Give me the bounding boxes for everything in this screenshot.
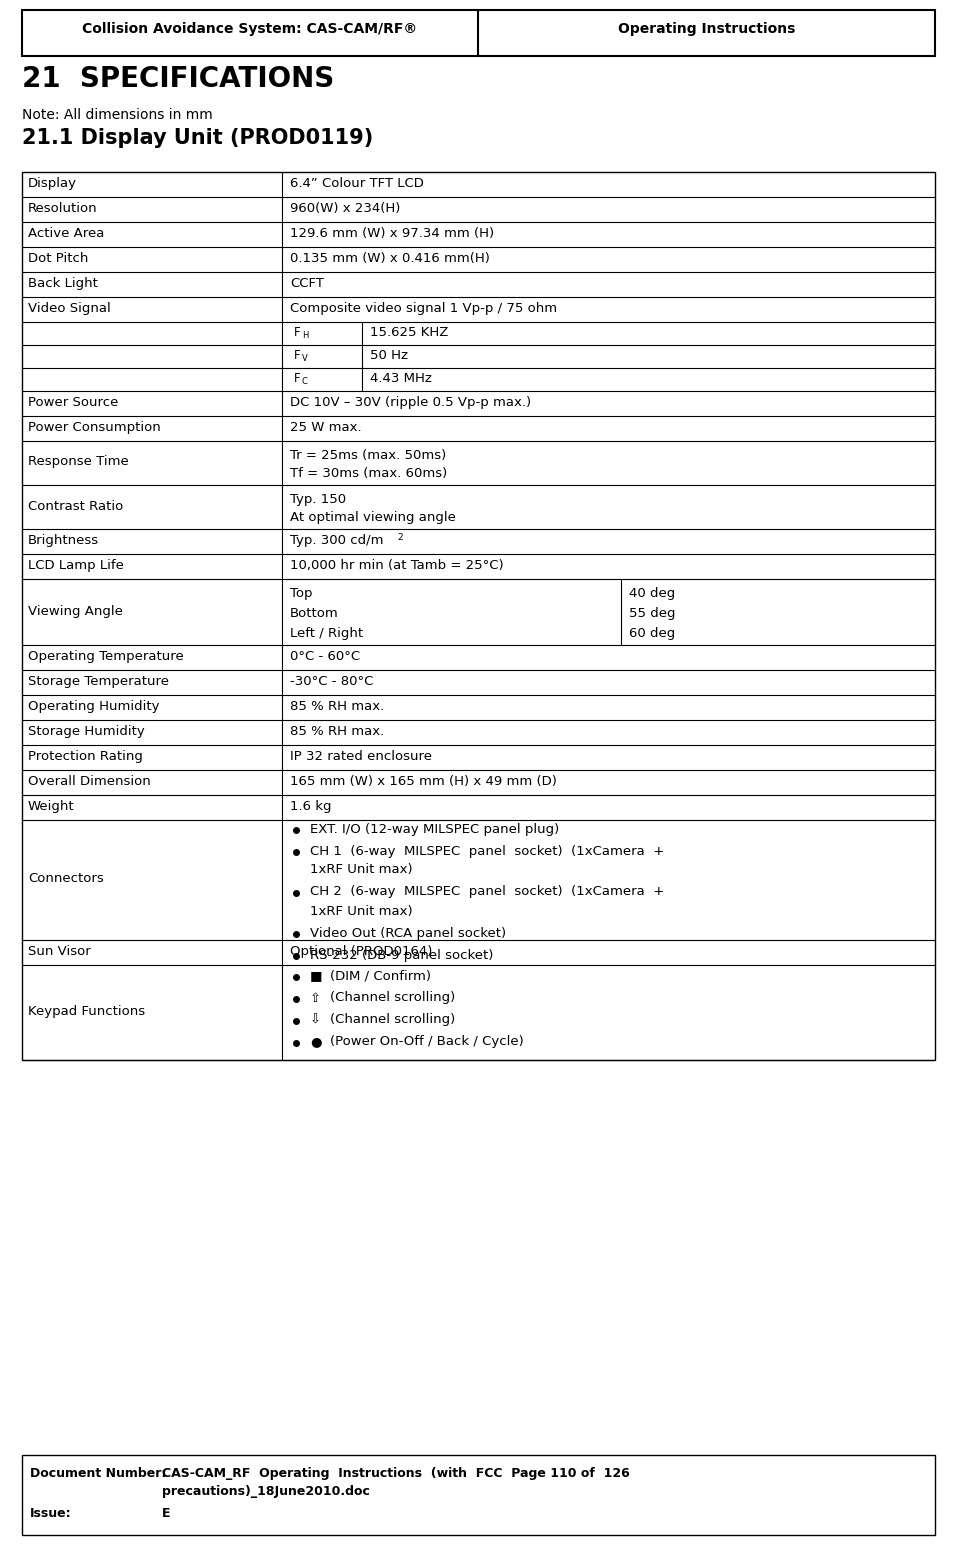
Text: 0°C - 60°C: 0°C - 60°C <box>290 649 360 663</box>
Text: ⇩: ⇩ <box>310 1014 322 1027</box>
Text: Power Consumption: Power Consumption <box>28 421 161 434</box>
Text: 10,000 hr min (at Tamb = 25°C): 10,000 hr min (at Tamb = 25°C) <box>290 560 503 572</box>
Text: Dot Pitch: Dot Pitch <box>28 252 88 264</box>
Text: 960(W) x 234(H): 960(W) x 234(H) <box>290 203 400 215</box>
Text: LCD Lamp Life: LCD Lamp Life <box>28 560 123 572</box>
Text: 55 deg: 55 deg <box>629 608 676 620</box>
Text: (Channel scrolling): (Channel scrolling) <box>330 1014 456 1027</box>
Text: Typ. 300 cd/m: Typ. 300 cd/m <box>290 533 384 547</box>
Text: Keypad Functions: Keypad Functions <box>28 1005 145 1017</box>
Text: 1xRF Unit max): 1xRF Unit max) <box>310 904 412 917</box>
Text: Back Light: Back Light <box>28 277 98 291</box>
Text: 15.625 KHZ: 15.625 KHZ <box>370 326 449 339</box>
Text: CAS-CAM_RF  Operating  Instructions  (with  FCC  Page 110 of  126: CAS-CAM_RF Operating Instructions (with … <box>162 1467 630 1480</box>
Bar <box>22 172 935 1061</box>
Text: Overall Dimension: Overall Dimension <box>28 775 151 788</box>
Text: H: H <box>302 331 308 340</box>
Text: (Power On-Off / Back / Cycle): (Power On-Off / Back / Cycle) <box>330 1036 523 1048</box>
Text: ■: ■ <box>310 969 323 983</box>
Text: RS-232 (DB-9 panel socket): RS-232 (DB-9 panel socket) <box>310 949 494 962</box>
Text: Operating Humidity: Operating Humidity <box>28 700 160 713</box>
Text: Collision Avoidance System: CAS-CAM/RF®: Collision Avoidance System: CAS-CAM/RF® <box>82 22 417 36</box>
Text: Sun Visor: Sun Visor <box>28 945 91 959</box>
Text: EXT. I/O (12-way MILSPEC panel plug): EXT. I/O (12-way MILSPEC panel plug) <box>310 822 559 835</box>
Text: IP 32 rated enclosure: IP 32 rated enclosure <box>290 750 432 764</box>
Text: V: V <box>302 354 308 363</box>
Text: Display: Display <box>28 176 77 190</box>
Bar <box>22 9 935 56</box>
Text: Contrast Ratio: Contrast Ratio <box>28 499 123 513</box>
Text: Resolution: Resolution <box>28 203 98 215</box>
Text: F: F <box>294 326 300 339</box>
Text: Tf = 30ms (max. 60ms): Tf = 30ms (max. 60ms) <box>290 467 447 479</box>
Text: Left / Right: Left / Right <box>290 628 363 640</box>
Text: ●: ● <box>310 1036 322 1048</box>
Text: (DIM / Confirm): (DIM / Confirm) <box>330 969 431 983</box>
Text: 40 deg: 40 deg <box>629 587 676 600</box>
Text: 60 deg: 60 deg <box>629 628 676 640</box>
Text: 165 mm (W) x 165 mm (H) x 49 mm (D): 165 mm (W) x 165 mm (H) x 49 mm (D) <box>290 775 557 788</box>
Text: At optimal viewing angle: At optimal viewing angle <box>290 512 456 524</box>
Text: Brightness: Brightness <box>28 533 100 547</box>
Text: Composite video signal 1 Vp-p / 75 ohm: Composite video signal 1 Vp-p / 75 ohm <box>290 301 557 315</box>
Text: 4.43 MHz: 4.43 MHz <box>370 373 432 385</box>
Text: 50 Hz: 50 Hz <box>370 349 408 362</box>
Text: Connectors: Connectors <box>28 872 103 886</box>
Text: F: F <box>294 373 300 385</box>
Text: precautions)_18June2010.doc: precautions)_18June2010.doc <box>162 1486 369 1498</box>
Text: E: E <box>162 1507 170 1520</box>
Text: Storage Humidity: Storage Humidity <box>28 725 145 737</box>
Text: 1xRF Unit max): 1xRF Unit max) <box>310 864 412 877</box>
Text: Top: Top <box>290 587 313 600</box>
Text: Operating Temperature: Operating Temperature <box>28 649 184 663</box>
Text: Issue:: Issue: <box>30 1507 72 1520</box>
Text: 1.6 kg: 1.6 kg <box>290 799 331 813</box>
Text: CH 2  (6-way  MILSPEC  panel  socket)  (1xCamera  +: CH 2 (6-way MILSPEC panel socket) (1xCam… <box>310 886 664 898</box>
Text: 85 % RH max.: 85 % RH max. <box>290 725 385 737</box>
Text: C: C <box>302 377 308 386</box>
Text: Tr = 25ms (max. 50ms): Tr = 25ms (max. 50ms) <box>290 448 446 462</box>
Text: 6.4” Colour TFT LCD: 6.4” Colour TFT LCD <box>290 176 424 190</box>
Text: Operating Instructions: Operating Instructions <box>618 22 795 36</box>
Text: DC 10V – 30V (ripple 0.5 Vp-p max.): DC 10V – 30V (ripple 0.5 Vp-p max.) <box>290 396 531 410</box>
Text: 0.135 mm (W) x 0.416 mm(H): 0.135 mm (W) x 0.416 mm(H) <box>290 252 490 264</box>
Text: CCFT: CCFT <box>290 277 323 291</box>
Text: Active Area: Active Area <box>28 227 104 240</box>
Text: (Channel scrolling): (Channel scrolling) <box>330 991 456 1005</box>
Text: 25 W max.: 25 W max. <box>290 421 362 434</box>
Text: Response Time: Response Time <box>28 456 129 468</box>
Text: -30°C - 80°C: -30°C - 80°C <box>290 676 373 688</box>
Text: 2: 2 <box>397 533 403 543</box>
Text: Video Signal: Video Signal <box>28 301 111 315</box>
Text: Storage Temperature: Storage Temperature <box>28 676 169 688</box>
Text: Typ. 150: Typ. 150 <box>290 493 346 506</box>
Text: Bottom: Bottom <box>290 608 339 620</box>
Text: CH 1  (6-way  MILSPEC  panel  socket)  (1xCamera  +: CH 1 (6-way MILSPEC panel socket) (1xCam… <box>310 844 664 858</box>
Text: Note: All dimensions in mm: Note: All dimensions in mm <box>22 108 212 122</box>
Text: Power Source: Power Source <box>28 396 119 410</box>
Text: 85 % RH max.: 85 % RH max. <box>290 700 385 713</box>
Text: ⇧: ⇧ <box>310 991 322 1005</box>
Text: Video Out (RCA panel socket): Video Out (RCA panel socket) <box>310 926 506 940</box>
Text: Viewing Angle: Viewing Angle <box>28 604 122 617</box>
Text: 21.1 Display Unit (PROD0119): 21.1 Display Unit (PROD0119) <box>22 128 373 148</box>
Text: 129.6 mm (W) x 97.34 mm (H): 129.6 mm (W) x 97.34 mm (H) <box>290 227 494 240</box>
Bar <box>22 1455 935 1535</box>
Text: F: F <box>294 349 300 362</box>
Text: 21  SPECIFICATIONS: 21 SPECIFICATIONS <box>22 65 334 93</box>
Text: Optional (PROD0164): Optional (PROD0164) <box>290 945 433 959</box>
Text: Protection Rating: Protection Rating <box>28 750 143 764</box>
Text: Weight: Weight <box>28 799 75 813</box>
Text: Document Number:: Document Number: <box>30 1467 167 1480</box>
